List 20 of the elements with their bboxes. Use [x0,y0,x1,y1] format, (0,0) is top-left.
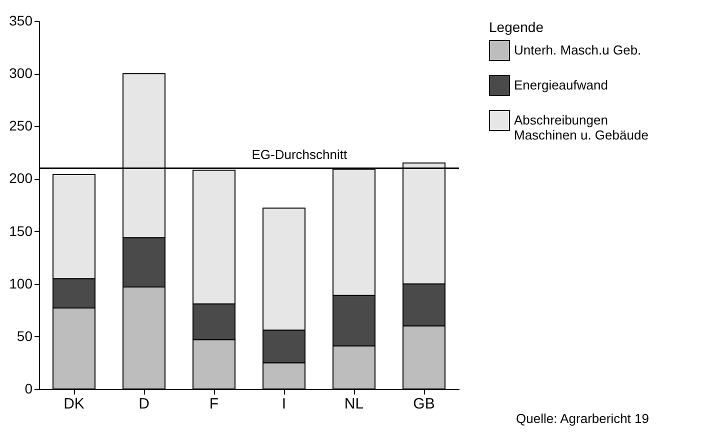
legend-label: Abschreibungen Maschinen u. Gebäude [514,112,648,142]
x-tick-label: DK [64,396,84,412]
ref-line-label: EG-Durchschnitt [252,147,348,162]
y-tick-label: 250 [9,118,33,134]
y-tick-label: 100 [9,275,33,292]
x-tick-label: GB [413,396,435,412]
x-tick-label: I [282,396,286,412]
y-tick-label: 150 [9,222,33,239]
y-tick-label: 50 [16,328,33,344]
x-tick-label: F [209,396,219,412]
y-tick-label: 300 [9,65,33,82]
source-note: Quelle: Agrarbericht 19 [516,411,649,426]
x-tick-label: NL [344,396,364,412]
legend-label: Energieaufwand [514,78,608,92]
legend-label: Unterh. Masch.u Geb. [514,42,642,58]
x-tick-label: D [138,396,150,412]
y-tick-label: 350 [9,12,33,28]
legend-title: Legende [489,19,544,35]
y-tick-label: 0 [24,380,33,396]
y-tick-label: 200 [9,170,33,186]
